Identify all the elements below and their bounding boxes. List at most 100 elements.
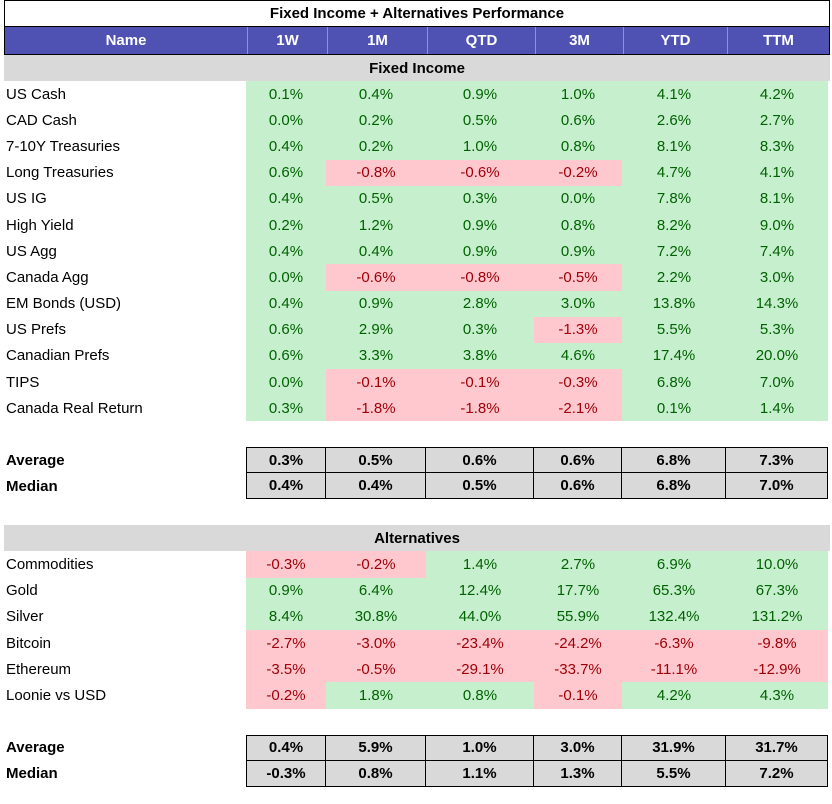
cell-3m[interactable]: 4.6% (534, 342, 622, 370)
stat-3m[interactable]: 0.6% (534, 473, 622, 500)
cell-qtd[interactable]: 0.5% (426, 107, 534, 134)
cell-3m[interactable]: -0.2% (534, 159, 622, 186)
cell-1w[interactable]: 0.2% (246, 211, 326, 239)
cell-qtd[interactable]: 1.0% (426, 133, 534, 160)
cell-ttm[interactable]: 2.7% (726, 107, 828, 134)
column-header-qtd[interactable]: QTD (427, 27, 535, 54)
cell-1w[interactable]: 0.4% (246, 133, 326, 160)
cell-ttm[interactable]: 1.4% (726, 395, 828, 422)
stat-1w[interactable]: 0.3% (246, 447, 326, 474)
cell-1m[interactable]: -0.1% (326, 369, 426, 396)
cell-3m[interactable]: 0.8% (534, 133, 622, 160)
cell-qtd[interactable]: -0.8% (426, 264, 534, 291)
cell-1w[interactable]: 0.6% (246, 159, 326, 186)
cell-ttm[interactable]: 10.0% (726, 551, 828, 578)
stat-ttm[interactable]: 7.2% (726, 760, 828, 787)
stat-3m[interactable]: 0.6% (534, 447, 622, 474)
cell-1w[interactable]: 0.4% (246, 185, 326, 212)
cell-ytd[interactable]: 2.6% (622, 107, 726, 134)
cell-qtd[interactable]: 0.3% (426, 185, 534, 212)
cell-ytd[interactable]: 6.9% (622, 551, 726, 578)
cell-3m[interactable]: 0.0% (534, 185, 622, 212)
cell-ytd[interactable]: 132.4% (622, 603, 726, 630)
cell-3m[interactable]: 55.9% (534, 603, 622, 630)
table-row[interactable]: Ethereum -3.5% -0.5% -29.1% -33.7% -11.1% -12.… (4, 656, 830, 683)
table-row[interactable]: US IG 0.4% 0.5% 0.3% 0.0% 7.8% 8.1% (4, 185, 830, 212)
cell-ttm[interactable]: 8.1% (726, 185, 828, 212)
cell-1m[interactable]: 1.8% (326, 682, 426, 709)
table-row[interactable]: Gold 0.9% 6.4% 12.4% 17.7% 65.3% 67.3% (4, 577, 830, 604)
cell-3m[interactable]: -0.5% (534, 264, 622, 291)
cell-ttm[interactable]: 4.2% (726, 81, 828, 108)
cell-ytd[interactable]: -6.3% (622, 630, 726, 657)
cell-ytd[interactable]: 7.2% (622, 238, 726, 265)
table-row[interactable]: EM Bonds (USD) 0.4% 0.9% 2.8% 3.0% 13.8% 14.3% (4, 290, 830, 317)
stat-qtd[interactable]: 0.6% (426, 447, 534, 474)
cell-ttm[interactable]: 5.3% (726, 316, 828, 343)
cell-1w[interactable]: -0.3% (246, 551, 326, 578)
cell-1m[interactable]: -0.8% (326, 159, 426, 186)
cell-1w[interactable]: 0.3% (246, 395, 326, 422)
cell-ytd[interactable]: 8.2% (622, 211, 726, 239)
stat-1m[interactable]: 0.5% (326, 447, 426, 474)
cell-1m[interactable]: 0.9% (326, 290, 426, 317)
cell-3m[interactable]: -33.7% (534, 656, 622, 683)
column-header-1m[interactable]: 1M (327, 27, 427, 54)
cell-1w[interactable]: 0.0% (246, 107, 326, 134)
column-header-ttm[interactable]: TTM (727, 27, 829, 54)
cell-ttm[interactable]: 14.3% (726, 290, 828, 317)
stat-ttm[interactable]: 31.7% (726, 734, 828, 761)
cell-1w[interactable]: 0.6% (246, 316, 326, 343)
cell-ytd[interactable]: 5.5% (622, 316, 726, 343)
table-row[interactable]: Long Treasuries 0.6% -0.8% -0.6% -0.2% 4.7% 4.… (4, 159, 830, 186)
cell-qtd[interactable]: 1.4% (426, 551, 534, 578)
cell-1m[interactable]: -0.6% (326, 264, 426, 291)
cell-ytd[interactable]: 65.3% (622, 577, 726, 604)
stat-ytd[interactable]: 5.5% (622, 760, 726, 787)
cell-ytd[interactable]: 13.8% (622, 290, 726, 317)
cell-qtd[interactable]: 0.9% (426, 81, 534, 108)
cell-qtd[interactable]: -0.1% (426, 369, 534, 396)
cell-3m[interactable]: -0.3% (534, 369, 622, 396)
cell-1m[interactable]: 30.8% (326, 603, 426, 630)
stat-ytd[interactable]: 6.8% (622, 447, 726, 474)
table-row[interactable]: Bitcoin -2.7% -3.0% -23.4% -24.2% -6.3% -9.8% (4, 630, 830, 657)
cell-ttm[interactable]: -12.9% (726, 656, 828, 683)
cell-ytd[interactable]: 0.1% (622, 395, 726, 422)
cell-3m[interactable]: -24.2% (534, 630, 622, 657)
cell-3m[interactable]: -2.1% (534, 395, 622, 422)
cell-3m[interactable]: 17.7% (534, 577, 622, 604)
column-header-ytd[interactable]: YTD (623, 27, 727, 54)
stat-ttm[interactable]: 7.0% (726, 473, 828, 500)
cell-1m[interactable]: 1.2% (326, 211, 426, 239)
cell-1m[interactable]: 0.5% (326, 185, 426, 212)
table-row[interactable]: US Agg 0.4% 0.4% 0.9% 0.9% 7.2% 7.4% (4, 238, 830, 265)
cell-qtd[interactable]: 0.9% (426, 238, 534, 265)
cell-1w[interactable]: 0.0% (246, 369, 326, 396)
cell-qtd[interactable]: -0.6% (426, 159, 534, 186)
cell-ytd[interactable]: 2.2% (622, 264, 726, 291)
cell-1m[interactable]: -1.8% (326, 395, 426, 422)
cell-ytd[interactable]: 7.8% (622, 185, 726, 212)
cell-1w[interactable]: 0.4% (246, 238, 326, 265)
cell-3m[interactable]: 3.0% (534, 290, 622, 317)
stat-1m[interactable]: 0.4% (326, 473, 426, 500)
cell-qtd[interactable]: -29.1% (426, 656, 534, 683)
stat-1m[interactable]: 5.9% (326, 734, 426, 761)
cell-qtd[interactable]: -23.4% (426, 630, 534, 657)
cell-ttm[interactable]: -9.8% (726, 630, 828, 657)
cell-ttm[interactable]: 20.0% (726, 342, 828, 370)
stat-1m[interactable]: 0.8% (326, 760, 426, 787)
cell-1m[interactable]: 0.4% (326, 81, 426, 108)
cell-1m[interactable]: 0.4% (326, 238, 426, 265)
table-row[interactable]: Canada Agg 0.0% -0.6% -0.8% -0.5% 2.2% 3.0% (4, 264, 830, 291)
cell-1m[interactable]: -0.5% (326, 656, 426, 683)
cell-qtd[interactable]: 0.8% (426, 682, 534, 709)
stat-1w[interactable]: 0.4% (246, 734, 326, 761)
cell-1w[interactable]: 0.4% (246, 290, 326, 317)
table-row[interactable]: US Cash 0.1% 0.4% 0.9% 1.0% 4.1% 4.2% (4, 81, 830, 108)
stat-3m[interactable]: 3.0% (534, 734, 622, 761)
cell-ttm[interactable]: 67.3% (726, 577, 828, 604)
cell-1w[interactable]: 8.4% (246, 603, 326, 630)
cell-ytd[interactable]: 8.1% (622, 133, 726, 160)
